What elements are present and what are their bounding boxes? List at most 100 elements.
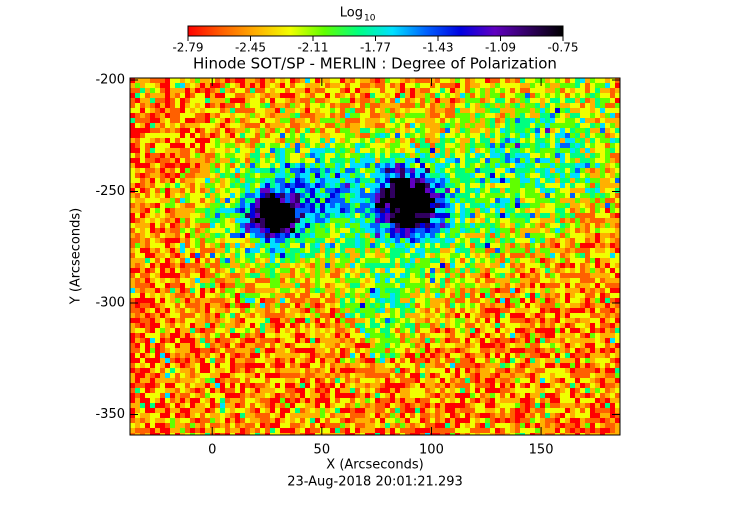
map-cell (200, 163, 205, 168)
map-cell (175, 118, 180, 123)
map-cell (180, 153, 185, 158)
map-cell (240, 118, 245, 123)
map-cell (435, 188, 440, 193)
map-cell (550, 303, 555, 308)
map-cell (415, 133, 420, 138)
map-cell (565, 323, 570, 328)
map-cell (595, 218, 600, 223)
map-cell (140, 268, 145, 273)
map-cell (565, 178, 570, 183)
map-cell (595, 223, 600, 228)
map-cell (465, 213, 470, 218)
map-cell (315, 188, 320, 193)
map-cell (310, 113, 315, 118)
map-cell (430, 153, 435, 158)
map-cell (350, 83, 355, 88)
map-cell (270, 138, 275, 143)
map-cell (275, 233, 280, 238)
map-cell (535, 113, 540, 118)
map-cell (435, 243, 440, 248)
map-cell (280, 98, 285, 103)
map-cell (450, 83, 455, 88)
map-cell (590, 258, 595, 263)
map-cell (295, 248, 300, 253)
map-cell (295, 88, 300, 93)
map-cell (350, 93, 355, 98)
map-cell (210, 238, 215, 243)
map-cell (330, 238, 335, 243)
map-cell (255, 248, 260, 253)
map-cell (285, 93, 290, 98)
map-cell (540, 323, 545, 328)
map-cell (395, 193, 400, 198)
map-cell (360, 213, 365, 218)
map-cell (350, 208, 355, 213)
map-cell (220, 288, 225, 293)
map-cell (540, 243, 545, 248)
map-cell (225, 233, 230, 238)
map-cell (315, 128, 320, 133)
map-cell (480, 133, 485, 138)
map-cell (415, 303, 420, 308)
map-cell (145, 88, 150, 93)
map-cell (235, 98, 240, 103)
map-cell (440, 118, 445, 123)
map-cell (215, 223, 220, 228)
map-cell (555, 228, 560, 233)
map-cell (440, 133, 445, 138)
map-cell (580, 223, 585, 228)
map-cell (555, 143, 560, 148)
map-cell (195, 188, 200, 193)
map-cell (435, 183, 440, 188)
map-cell (360, 83, 365, 88)
map-cell (500, 118, 505, 123)
map-cell (420, 303, 425, 308)
map-cell (495, 238, 500, 243)
map-cell (140, 243, 145, 248)
map-cell (555, 218, 560, 223)
map-cell (160, 123, 165, 128)
map-cell (530, 153, 535, 158)
map-cell (575, 168, 580, 173)
map-cell (195, 278, 200, 283)
map-cell (455, 188, 460, 193)
map-cell (505, 223, 510, 228)
map-cell (210, 248, 215, 253)
map-cell (515, 138, 520, 143)
map-cell (185, 128, 190, 133)
map-cell (490, 298, 495, 303)
map-cell (395, 108, 400, 113)
map-cell (360, 258, 365, 263)
map-cell (475, 258, 480, 263)
map-cell (500, 143, 505, 148)
map-cell (175, 148, 180, 153)
map-cell (380, 278, 385, 283)
map-cell (265, 108, 270, 113)
map-cell (555, 118, 560, 123)
map-cell (215, 83, 220, 88)
map-cell (275, 133, 280, 138)
map-cell (350, 168, 355, 173)
map-cell (245, 298, 250, 303)
map-cell (345, 173, 350, 178)
map-cell (575, 173, 580, 178)
map-cell (415, 313, 420, 318)
map-cell (230, 283, 235, 288)
map-cell (295, 258, 300, 263)
map-cell (135, 238, 140, 243)
map-cell (330, 268, 335, 273)
map-cell (490, 173, 495, 178)
map-cell (370, 168, 375, 173)
map-cell (355, 283, 360, 288)
map-cell (130, 263, 135, 268)
map-cell (410, 213, 415, 218)
map-cell (565, 98, 570, 103)
map-cell (260, 173, 265, 178)
map-cell (370, 238, 375, 243)
map-cell (385, 133, 390, 138)
map-cell (405, 208, 410, 213)
map-cell (615, 103, 620, 108)
map-cell (375, 93, 380, 98)
map-cell (565, 328, 570, 333)
map-cell (205, 198, 210, 203)
